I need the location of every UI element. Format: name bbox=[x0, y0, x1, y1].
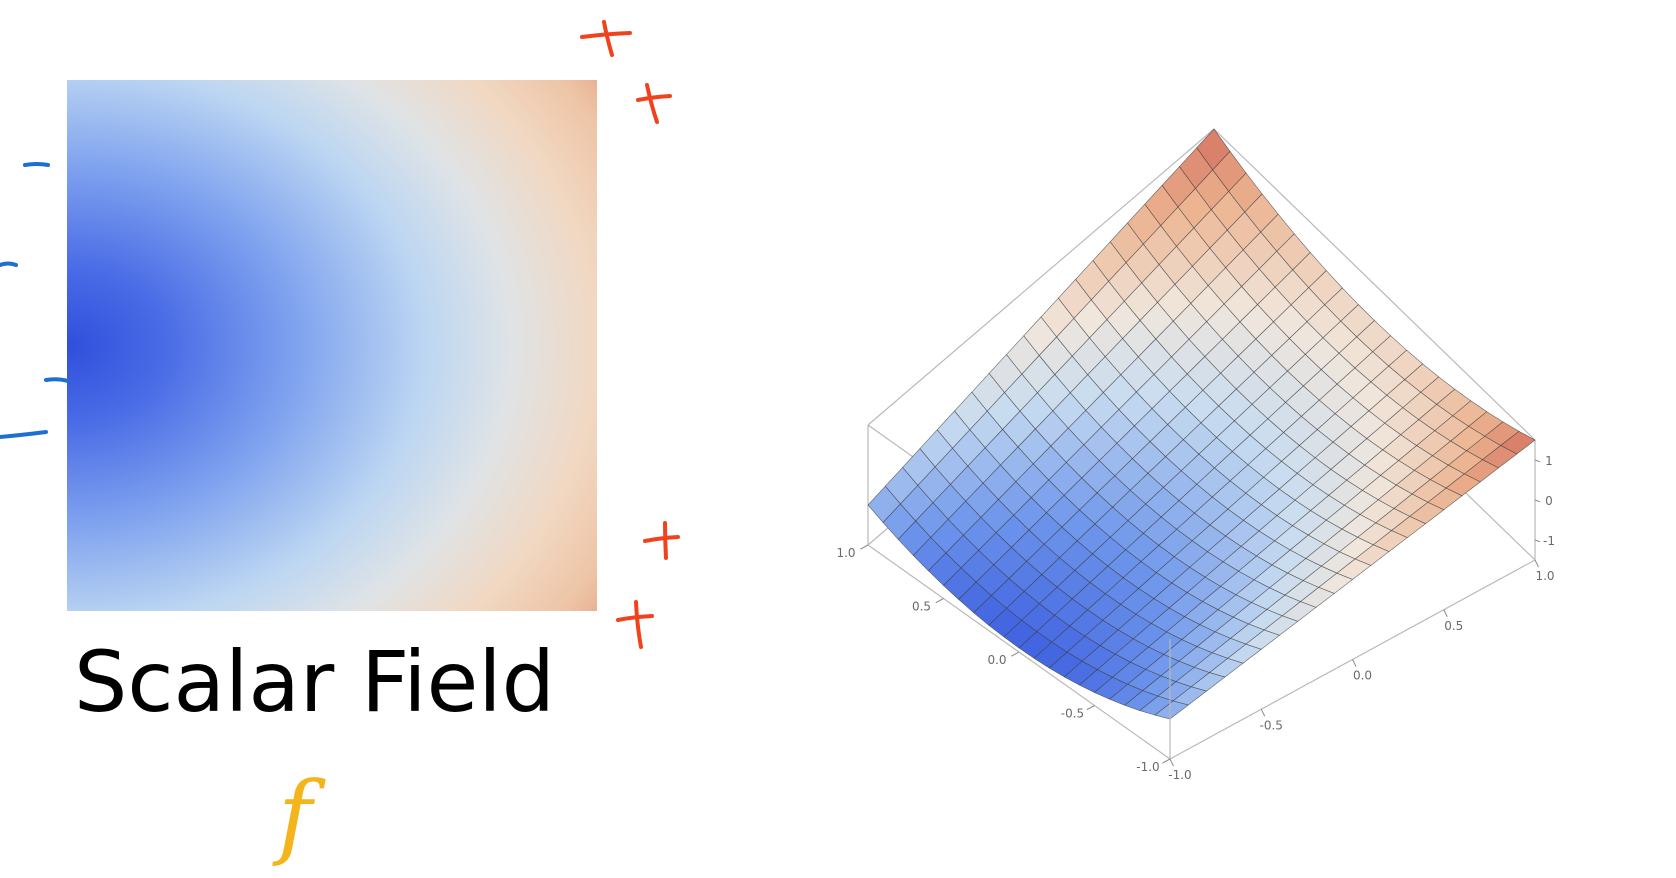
tick-label: 0 bbox=[1545, 494, 1553, 508]
tick-mark bbox=[1352, 659, 1357, 667]
axis-ticks: -1.0 -0.5 0.0 0.5 1.0 -1.0 -0.5 0.0 0.5 1.0 1 0 -1 bbox=[836, 454, 1555, 782]
tick-label: -1 bbox=[1543, 534, 1555, 548]
tick-label: -0.5 bbox=[1061, 707, 1084, 721]
negative-mark bbox=[0, 430, 48, 439]
tick-label: 0.0 bbox=[987, 653, 1006, 667]
positive-mark bbox=[636, 83, 672, 124]
positive-mark bbox=[616, 600, 654, 649]
tick-mark bbox=[1011, 651, 1020, 657]
tick-mark bbox=[935, 598, 944, 604]
tick-mark bbox=[1534, 459, 1541, 463]
tick-mark bbox=[1443, 609, 1448, 617]
box-edge bbox=[867, 128, 1215, 426]
tick-label: -1.0 bbox=[1136, 760, 1159, 774]
negative-mark bbox=[0, 261, 18, 267]
box-edge bbox=[1213, 128, 1536, 441]
tick-label: 0.5 bbox=[912, 600, 931, 614]
positive-mark bbox=[643, 521, 680, 560]
tick-mark bbox=[1169, 758, 1174, 767]
tick-mark bbox=[1534, 559, 1539, 568]
tick-label: 1.0 bbox=[836, 546, 855, 560]
surface-faces bbox=[867, 128, 1536, 720]
tick-mark bbox=[1086, 705, 1095, 711]
tick-label: -1.0 bbox=[1168, 768, 1191, 782]
tick-mark bbox=[1534, 539, 1541, 543]
function-symbol: f bbox=[278, 762, 313, 869]
tick-mark bbox=[1260, 709, 1266, 717]
tick-mark bbox=[1162, 758, 1171, 764]
negative-mark bbox=[44, 377, 70, 383]
tick-label: 1.0 bbox=[1535, 569, 1554, 583]
surface-patch bbox=[1154, 700, 1189, 720]
tick-label: 1 bbox=[1545, 454, 1553, 468]
positive-mark bbox=[580, 20, 632, 57]
tick-label: -0.5 bbox=[1260, 718, 1283, 732]
tick-label: 0.5 bbox=[1444, 619, 1463, 633]
tick-mark bbox=[1534, 499, 1541, 503]
tick-mark bbox=[860, 544, 869, 550]
scalar-field-heatmap bbox=[67, 80, 597, 611]
page-title: Scalar Field bbox=[74, 633, 555, 731]
tick-label: 0.0 bbox=[1353, 669, 1372, 683]
negative-mark bbox=[23, 162, 50, 167]
